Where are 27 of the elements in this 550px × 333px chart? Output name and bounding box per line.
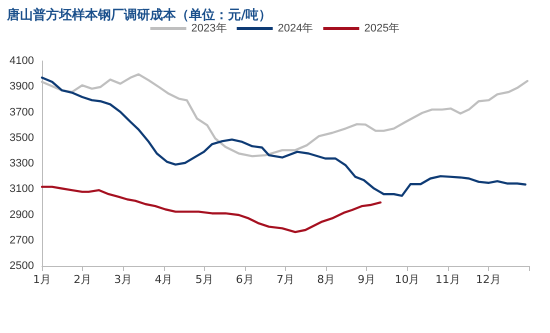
- y-tick-label: 4100: [10, 55, 34, 67]
- x-tick-label: 2月: [74, 273, 92, 286]
- x-tick-label: 4月: [154, 273, 173, 286]
- x-tick-label: 7月: [276, 273, 294, 286]
- chart-title: 唐山普方坯样本钢厂调研成本（单位：元/吨）: [6, 7, 272, 23]
- x-tick-label: 9月: [358, 273, 376, 286]
- x-tick-label: 8月: [317, 273, 336, 286]
- y-tick-label: 2900: [10, 208, 34, 221]
- y-tick-label: 2700: [10, 234, 34, 246]
- legend-label: 2023年: [191, 22, 227, 34]
- x-tick-label: 5月: [195, 273, 214, 286]
- y-tick-label: 3700: [10, 106, 34, 118]
- y-tick-label: 3500: [10, 132, 34, 144]
- line-series: [40, 186, 382, 234]
- line-series: [40, 76, 526, 197]
- y-tick-label: 3100: [10, 183, 34, 196]
- x-tick-label: 1月: [33, 273, 51, 286]
- x-tick-label: 12月: [476, 273, 501, 286]
- legend-label: 2025年: [364, 22, 400, 34]
- x-tick-label: 10月: [394, 273, 420, 286]
- x-tick-label: 3月: [114, 273, 132, 286]
- x-tick-label: 6月: [236, 273, 254, 286]
- y-tick-label: 3900: [10, 80, 34, 93]
- legend-label: 2024年: [278, 22, 314, 34]
- x-tick-label: 11月: [435, 273, 460, 286]
- y-tick-label: 3300: [10, 158, 34, 170]
- y-tick-label: 2500: [10, 260, 34, 272]
